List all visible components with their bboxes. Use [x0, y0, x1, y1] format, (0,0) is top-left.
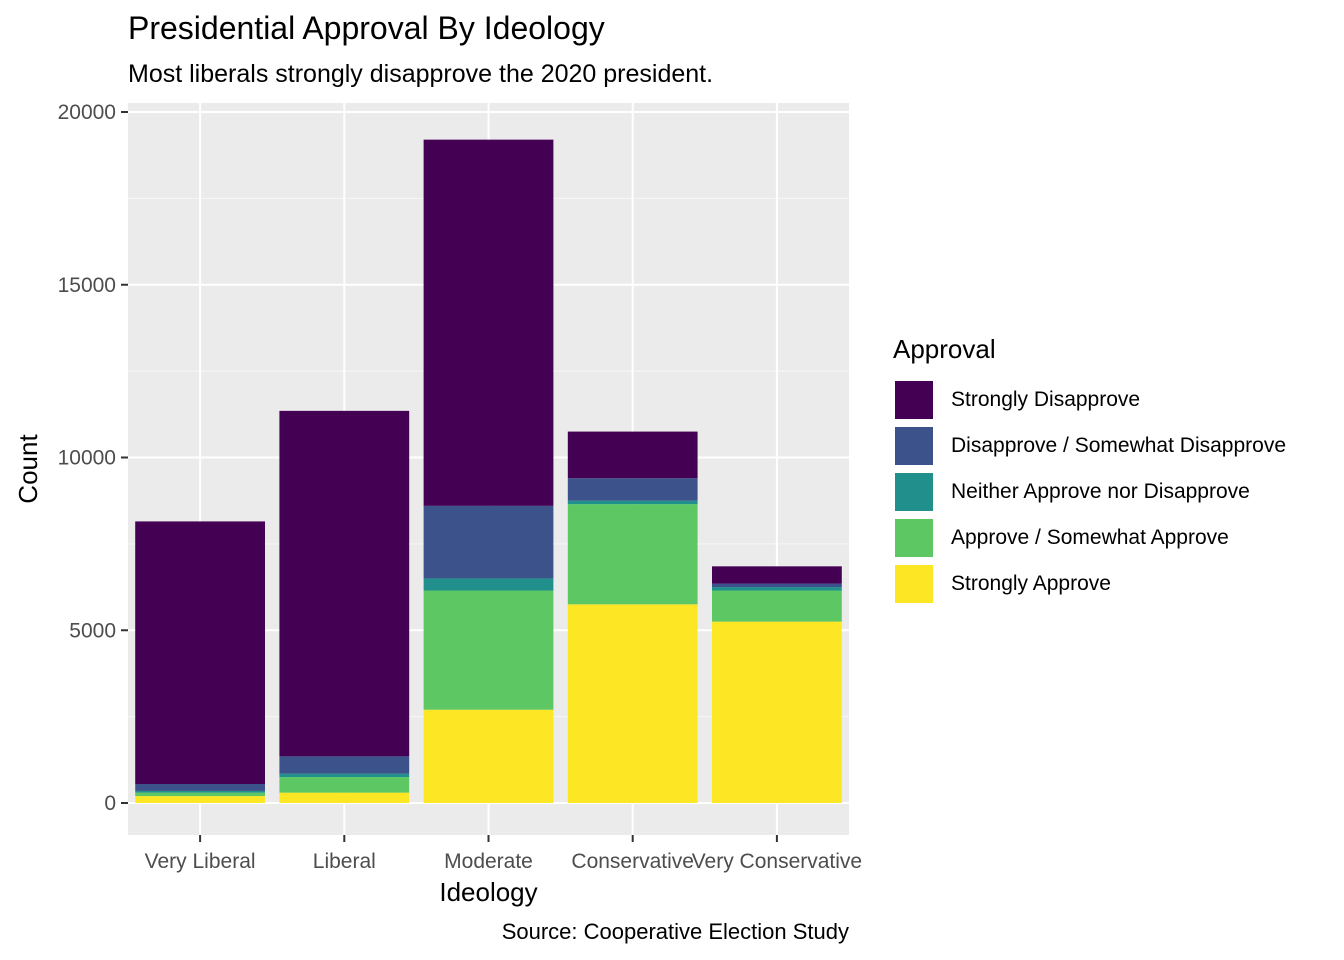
y-tick-label: 5000 [69, 619, 116, 642]
legend-item: Strongly Disapprove [893, 377, 1286, 423]
x-tick-label: Very Conservative [692, 850, 862, 873]
bar-segment [567, 504, 698, 605]
legend-item: Neither Approve nor Disapprove [893, 469, 1286, 515]
bar-segment [567, 500, 698, 505]
bar-segment [279, 756, 410, 774]
y-tick-label: 0 [104, 792, 116, 815]
legend-label: Strongly Approve [951, 572, 1111, 595]
legend-label: Disapprove / Somewhat Disapprove [951, 434, 1286, 457]
legend-swatch [893, 563, 935, 605]
x-tick-label: Moderate [444, 850, 533, 873]
bar-segment [279, 777, 410, 793]
legend-swatch [893, 471, 935, 513]
bar-segment [423, 709, 554, 803]
bar-segment [712, 590, 842, 622]
x-tick-label: Very Liberal [145, 850, 256, 873]
bar-segment [135, 783, 265, 791]
bar-segment [567, 478, 698, 501]
y-tick-label: 20000 [58, 101, 116, 124]
bar-segment [567, 431, 698, 479]
bar-segment [279, 410, 410, 757]
bar-segment [423, 505, 554, 579]
bar-segment [712, 621, 842, 803]
chart-subtitle: Most liberals strongly disapprove the 20… [128, 60, 714, 88]
y-tick-label: 15000 [58, 274, 116, 297]
bar-segment [135, 521, 265, 784]
bar-segment [712, 587, 842, 591]
x-axis-label: Ideology [439, 877, 537, 907]
legend-item: Strongly Approve [893, 561, 1286, 607]
bar-segment [712, 566, 842, 584]
legend-swatch [893, 517, 935, 559]
legend: Approval Strongly Disapprove Disapprove /… [893, 334, 1286, 607]
legend-label: Neither Approve nor Disapprove [951, 480, 1250, 503]
x-tick-label: Conservative [571, 850, 694, 873]
bar-segment [135, 792, 265, 797]
legend-title: Approval [893, 334, 996, 364]
bar-segment [423, 139, 554, 506]
bar-segment [279, 792, 410, 803]
legend-swatch [893, 425, 935, 467]
bar-segment [423, 590, 554, 710]
bar-segment [712, 583, 842, 588]
bar-segment [279, 773, 410, 778]
bar-segment [567, 604, 698, 803]
legend-item: Disapprove / Somewhat Disapprove [893, 423, 1286, 469]
y-tick-label: 10000 [58, 447, 116, 470]
bar-segment [135, 796, 265, 803]
bar-segment [423, 578, 554, 591]
chart-caption: Source: Cooperative Election Study [501, 919, 849, 944]
legend-swatch [893, 379, 935, 421]
x-tick-label: Liberal [313, 850, 376, 873]
legend-label: Strongly Disapprove [951, 388, 1141, 411]
y-axis-label: Count [13, 434, 43, 504]
bar-segment [135, 790, 265, 793]
chart-title: Presidential Approval By Ideology [128, 10, 605, 46]
legend-label: Approve / Somewhat Approve [951, 526, 1229, 549]
legend-item: Approve / Somewhat Approve [893, 515, 1286, 561]
